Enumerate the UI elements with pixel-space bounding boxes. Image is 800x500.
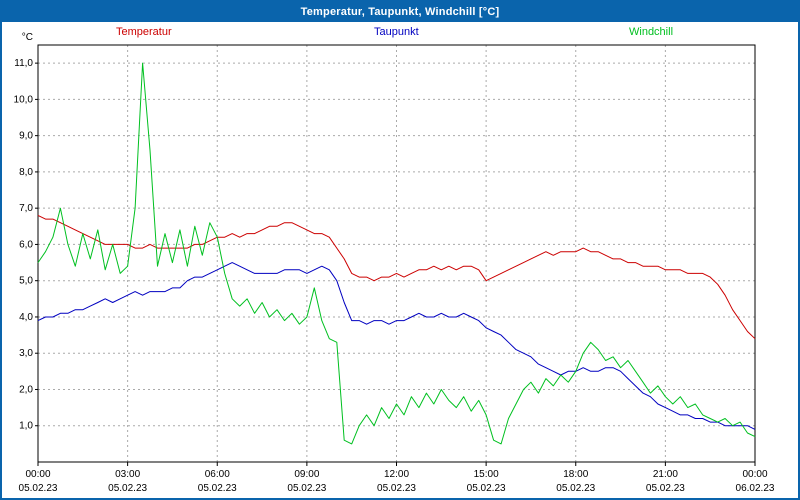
y-tick-label: 2,0 <box>19 384 33 395</box>
series-line-taupunkt <box>37 262 756 430</box>
x-date-label: 05.02.23 <box>198 483 237 494</box>
x-time-label: 06:00 <box>205 469 230 480</box>
chart-area: Temperatur Taupunkt Windchill 1,0 2,0 3,0 4… <box>2 22 798 498</box>
plot-border <box>37 44 756 463</box>
x-date-label: 05.02.23 <box>287 483 326 494</box>
x-time-label: 12:00 <box>384 469 409 480</box>
axis-labels: 1,0 2,0 3,0 4,0 5,0 6,0 7,0 8,0 9,0 10,0 11,0 00:00… <box>14 32 775 494</box>
y-tick-label: 3,0 <box>19 348 33 359</box>
y-tick-label: 11,0 <box>14 58 33 69</box>
window-title: Temperatur, Taupunkt, Windchill [°C] <box>300 6 500 18</box>
y-tick-label: 7,0 <box>19 203 33 214</box>
y-unit-label: °C <box>22 32 33 43</box>
gridlines <box>38 45 755 462</box>
y-tick-label: 8,0 <box>19 167 33 178</box>
x-date-label: 05.02.23 <box>377 483 416 494</box>
x-time-label: 03:00 <box>115 469 140 480</box>
axes <box>35 44 756 466</box>
x-time-label: 09:00 <box>294 469 319 480</box>
y-tick-label: 1,0 <box>19 421 33 432</box>
y-tick-label: 9,0 <box>19 131 33 142</box>
legend-taupunkt: Taupunkt <box>374 26 419 38</box>
y-tick-label: 10,0 <box>14 94 34 105</box>
legend-windchill: Windchill <box>629 26 674 38</box>
y-tick-label: 4,0 <box>19 312 33 323</box>
legend-temperatur: Temperatur <box>116 26 172 38</box>
chart-canvas: 1,0 2,0 3,0 4,0 5,0 6,0 7,0 8,0 9,0 10,0 11,0 00:00… <box>14 32 775 494</box>
x-date-label: 05.02.23 <box>19 483 58 494</box>
x-date-label: 05.02.23 <box>108 483 147 494</box>
series-lines <box>37 62 756 445</box>
x-time-label: 18:00 <box>563 469 588 480</box>
window-titlebar: Temperatur, Taupunkt, Windchill [°C] <box>2 2 798 22</box>
y-tick-label: 5,0 <box>19 276 33 287</box>
x-date-label: 05.02.23 <box>467 483 506 494</box>
series-line-temperatur <box>37 214 756 340</box>
x-date-label: 05.02.23 <box>556 483 595 494</box>
x-time-label: 15:00 <box>474 469 499 480</box>
x-time-label: 21:00 <box>653 469 678 480</box>
x-time-label: 00:00 <box>742 469 767 480</box>
x-time-label: 00:00 <box>25 469 50 480</box>
x-date-label: 05.02.23 <box>646 483 685 494</box>
series-line-windchill <box>37 62 756 445</box>
x-date-label: 06.02.23 <box>736 483 775 494</box>
y-tick-label: 6,0 <box>19 239 33 250</box>
